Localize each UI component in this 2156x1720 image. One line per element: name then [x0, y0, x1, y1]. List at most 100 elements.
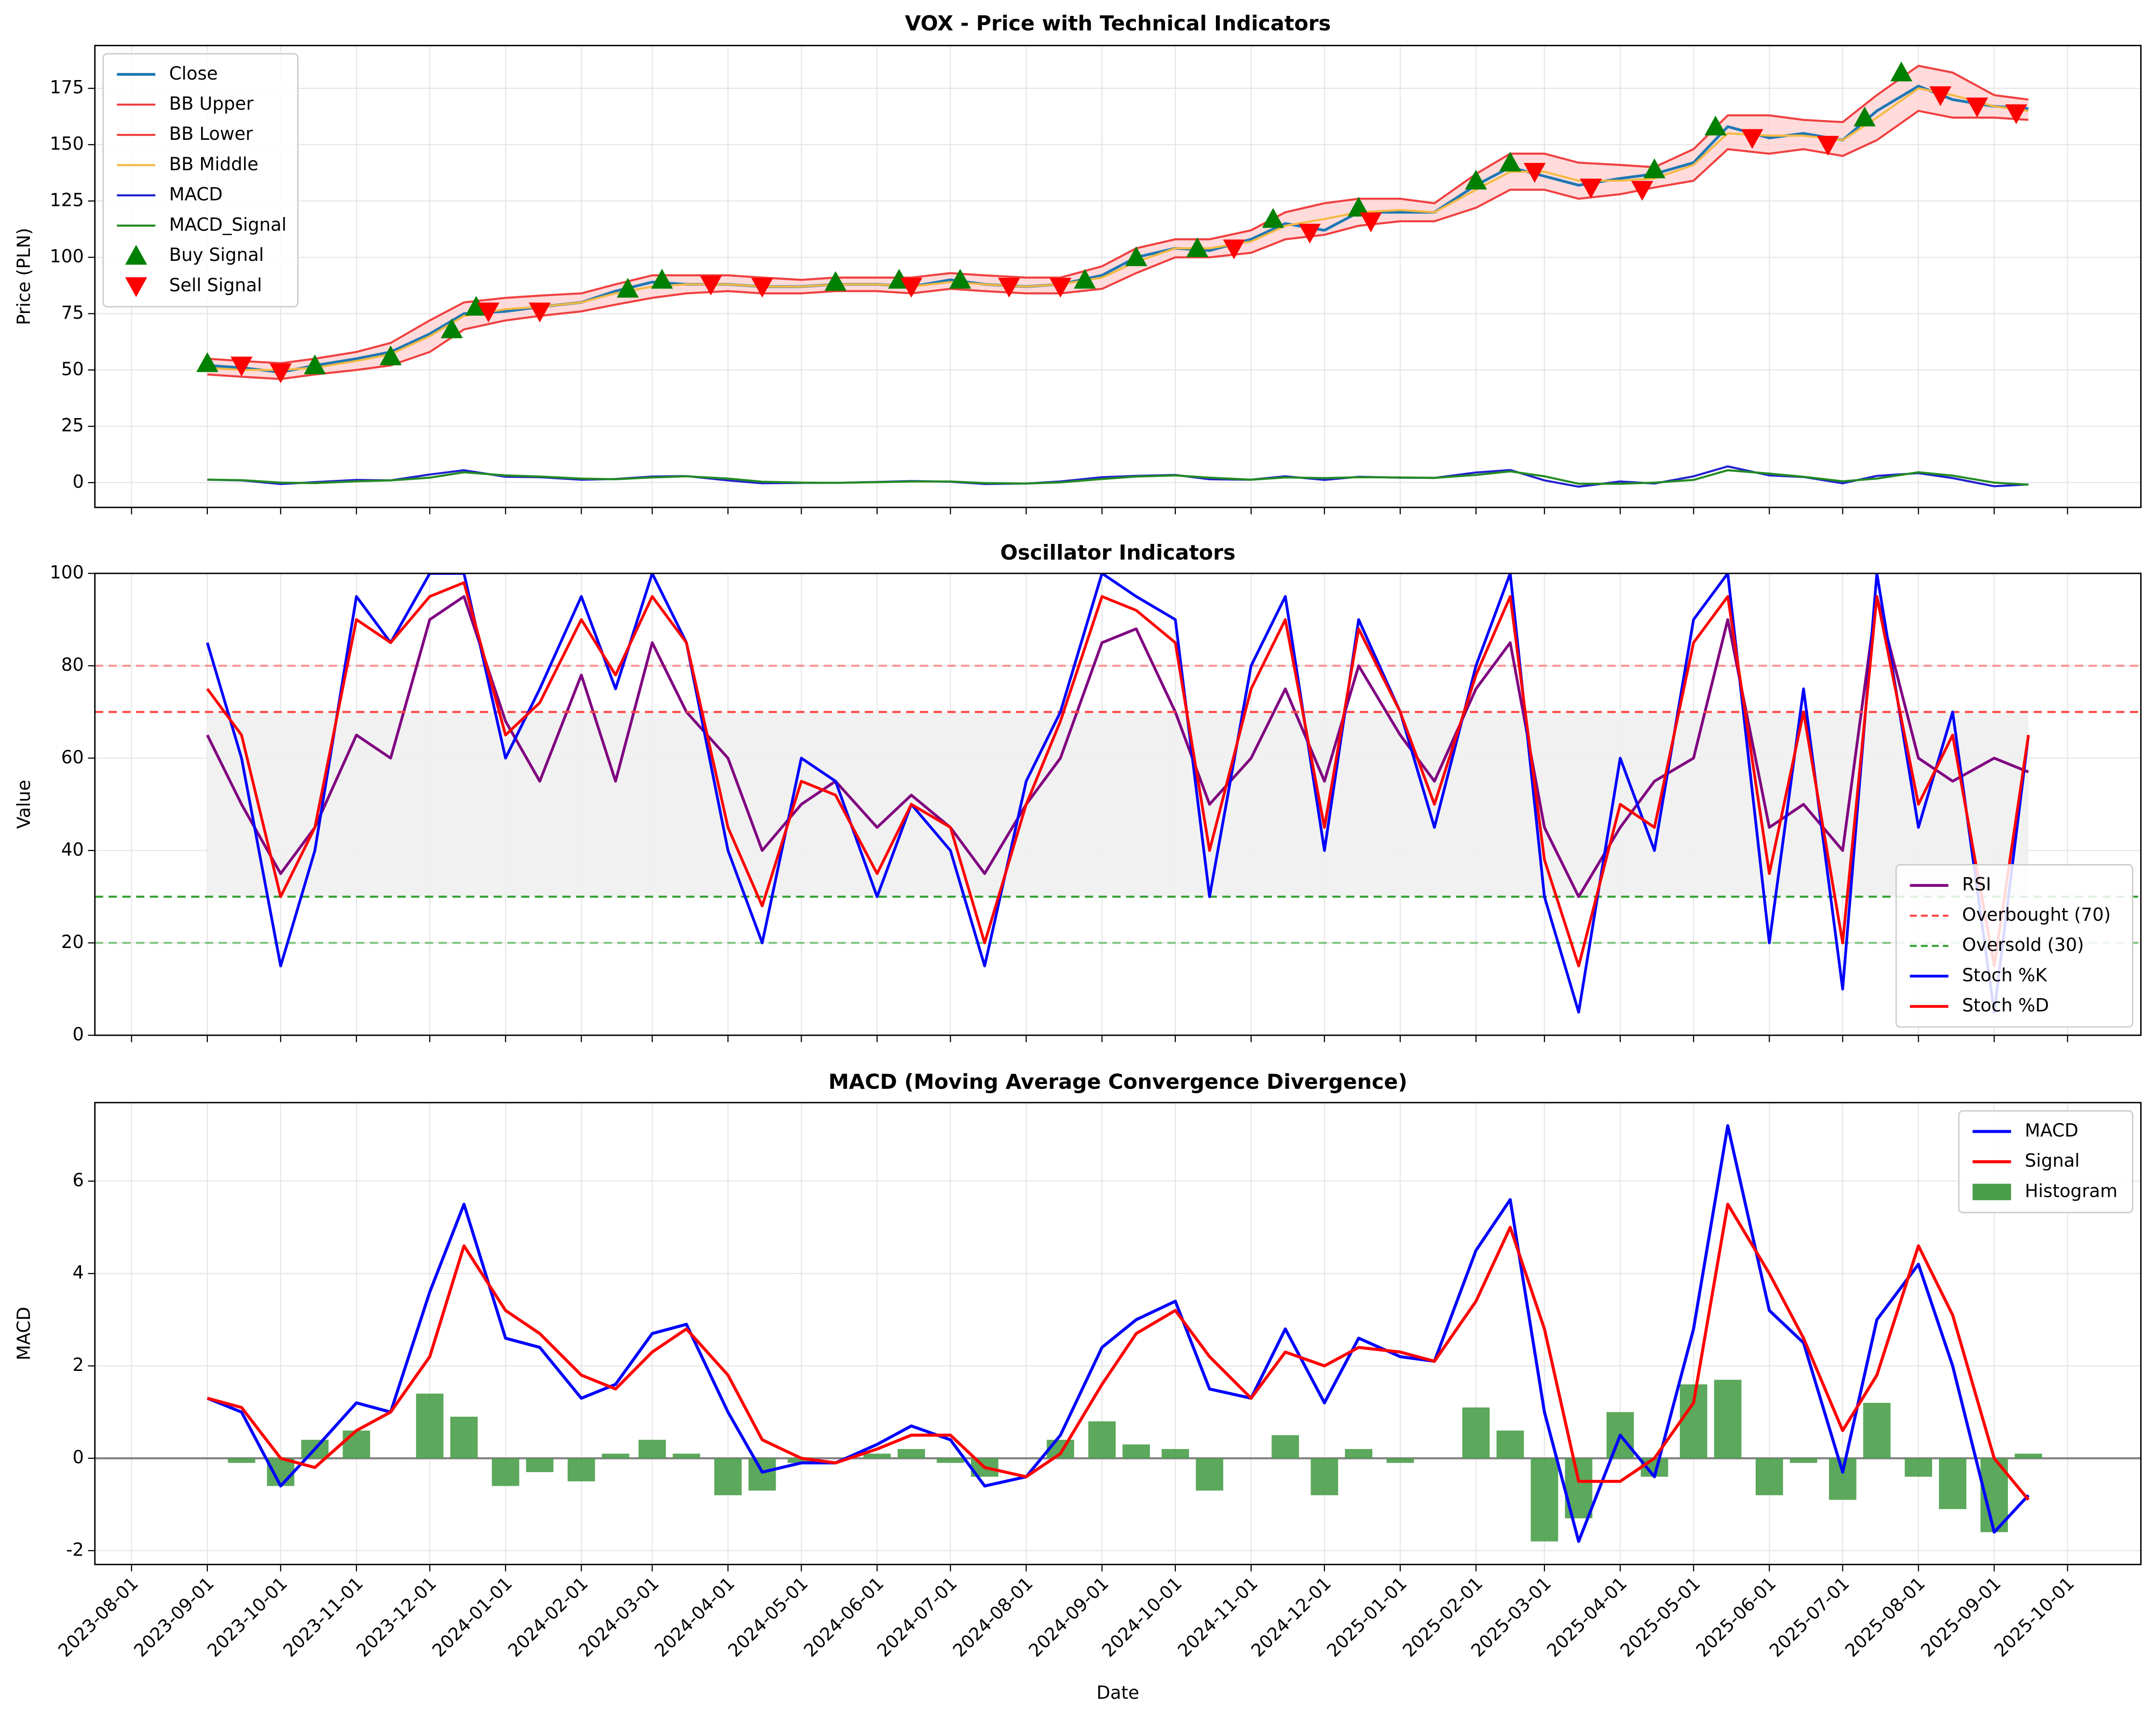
- signal-marker: [1499, 151, 1521, 172]
- y-tick-label: 6: [72, 1170, 84, 1191]
- legend-swatch: [125, 244, 148, 265]
- series-line: [206, 1124, 2030, 1543]
- histogram-bar: [1789, 1458, 1817, 1463]
- signal-marker: [1348, 197, 1370, 217]
- signal-marker: [751, 278, 774, 298]
- signal-marker: [1262, 208, 1284, 228]
- x-tick-label: 2025-08-01: [1841, 1573, 1929, 1661]
- signal-marker: [1854, 107, 1876, 127]
- y-tick-label: 80: [61, 654, 84, 675]
- histogram-bar: [1496, 1430, 1524, 1459]
- plot-area: [95, 573, 2141, 1035]
- histogram-bar: [228, 1458, 256, 1463]
- signal-marker: [529, 302, 551, 323]
- legend-label: Signal: [2025, 1151, 2080, 1171]
- y-tick-label: 175: [50, 77, 84, 98]
- histogram-bar: [601, 1453, 629, 1459]
- neutral-zone: [207, 712, 2029, 897]
- signal-marker: [1223, 239, 1245, 259]
- legend-label: MACD: [2025, 1120, 2078, 1141]
- histogram-bar: [1088, 1421, 1116, 1459]
- legend-box: [102, 53, 299, 308]
- signal-marker: [1125, 246, 1147, 266]
- histogram-bar: [1530, 1458, 1558, 1542]
- legend-box: [1895, 864, 2133, 1028]
- histogram-bar: [1905, 1458, 1932, 1477]
- y-tick-label: 100: [50, 246, 84, 267]
- histogram-bar: [1863, 1403, 1891, 1459]
- series-line: [207, 465, 2029, 488]
- x-axis-label: Date: [1096, 1682, 1139, 1703]
- series-line: [207, 1203, 2030, 1501]
- legend-label: Buy Signal: [169, 244, 264, 265]
- signal-marker: [1523, 163, 1546, 183]
- y-tick-label: 25: [61, 415, 84, 436]
- legend-label: BB Lower: [169, 123, 253, 144]
- signal-marker: [824, 271, 847, 291]
- signal-marker: [380, 345, 402, 366]
- signal-marker: [1929, 86, 1951, 107]
- legend-label: MACD_Signal: [169, 214, 287, 235]
- histogram-bar: [526, 1458, 554, 1472]
- histogram-bar: [748, 1458, 776, 1491]
- signal-marker: [1465, 169, 1487, 190]
- legend-label: Oversold (30): [1962, 934, 2084, 955]
- y-tick-label: 60: [61, 747, 84, 768]
- legend-label: Close: [169, 63, 218, 84]
- histogram-bar: [898, 1449, 925, 1459]
- histogram-bar: [2015, 1453, 2042, 1459]
- signal-marker: [1704, 115, 1727, 135]
- histogram-bar: [672, 1453, 700, 1459]
- y-tick-label: 0: [72, 1024, 84, 1044]
- y-tick-label: 50: [61, 359, 84, 379]
- chart-title: Oscillator Indicators: [1000, 541, 1236, 565]
- histogram-bar: [1755, 1458, 1783, 1495]
- signal-marker: [1049, 278, 1072, 298]
- series-line: [207, 469, 2029, 486]
- histogram-bar: [267, 1458, 295, 1486]
- signal-marker: [949, 269, 971, 289]
- histogram-bar: [863, 1453, 891, 1459]
- y-axis-label: MACD: [14, 1307, 34, 1360]
- series-line: [207, 109, 2029, 380]
- signal-marker: [465, 296, 488, 316]
- signal-marker: [1741, 129, 1763, 149]
- signal-marker: [1890, 61, 1912, 81]
- signal-marker: [1631, 181, 1653, 201]
- y-tick-label: -2: [66, 1539, 84, 1560]
- signal-marker: [900, 278, 923, 298]
- signal-marker: [1074, 269, 1096, 289]
- series-line: [207, 65, 2029, 365]
- histogram-bar: [1122, 1444, 1150, 1459]
- legend-label: BB Upper: [169, 94, 254, 114]
- chart-title: VOX - Price with Technical Indicators: [905, 12, 1331, 36]
- legend-label: MACD: [169, 184, 223, 205]
- legend-label: Histogram: [2025, 1180, 2117, 1201]
- y-tick-label: 0: [72, 471, 84, 492]
- series-line: [207, 87, 2029, 371]
- signal-marker: [440, 318, 463, 339]
- legend-label: RSI: [1962, 874, 1991, 895]
- histogram-bar: [491, 1458, 519, 1486]
- signal-marker: [477, 302, 500, 323]
- series-line: [206, 581, 2030, 968]
- histogram-bar: [714, 1458, 742, 1495]
- histogram-bar: [1196, 1458, 1224, 1491]
- axes-frame: [94, 1102, 2142, 1565]
- histogram-bar: [342, 1430, 370, 1459]
- histogram-bar: [1386, 1458, 1414, 1463]
- histogram-bar: [450, 1417, 478, 1459]
- signal-marker: [616, 278, 639, 298]
- x-tick-label: 2023-08-01: [54, 1573, 142, 1661]
- signal-marker: [230, 356, 253, 377]
- signal-marker: [304, 354, 326, 375]
- x-tick-label: 2024-08-01: [949, 1573, 1037, 1661]
- histogram-bar: [1714, 1380, 1742, 1459]
- signal-marker: [1360, 212, 1382, 232]
- chart-title: MACD (Moving Average Convergence Diverge…: [828, 1070, 1407, 1094]
- y-tick-label: 75: [61, 302, 84, 323]
- histogram-bar: [638, 1439, 666, 1459]
- y-tick-label: 4: [72, 1262, 84, 1283]
- histogram-bar: [787, 1458, 815, 1463]
